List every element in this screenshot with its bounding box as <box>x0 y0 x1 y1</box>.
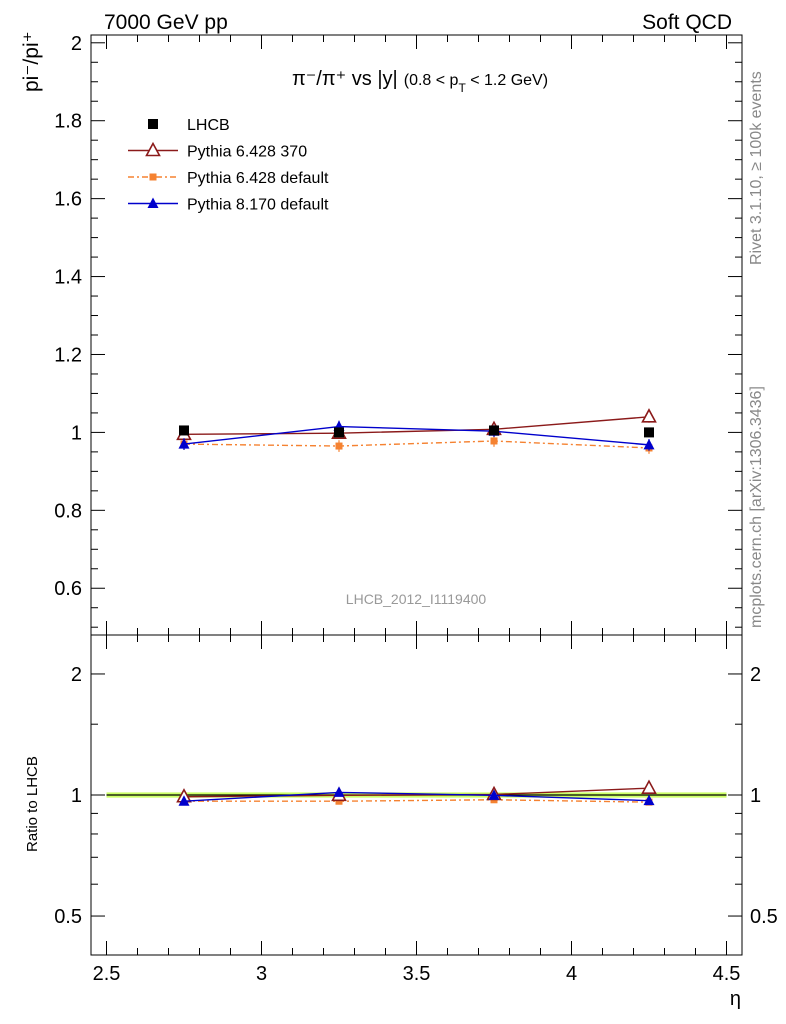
ratio-axes: 2.5 3 3.5 4 4.5 0.5 0.5 1 1 2 2 <box>54 635 778 985</box>
main-series-1 <box>176 408 657 441</box>
x-axis-label: η <box>730 988 741 1010</box>
ratio-series-line <box>183 791 650 802</box>
main-series-0 <box>179 425 654 438</box>
legend-marker <box>149 173 157 181</box>
title-main: π⁻/π⁺ vs |y| <box>292 68 398 90</box>
ratio-data-point <box>333 786 345 797</box>
ratio-series <box>176 779 657 806</box>
title-cut-end: < 1.2 GeV) <box>466 72 548 89</box>
x-tick-label: 4.5 <box>713 963 741 985</box>
ratio-series-line <box>184 799 650 803</box>
ratio-data-point <box>488 789 500 800</box>
main-y-tick-label: 1.8 <box>54 111 82 133</box>
main-data-point <box>489 425 499 436</box>
main-series-line <box>183 416 650 436</box>
main-y-tick-label: 1.6 <box>54 189 82 211</box>
main-data-point <box>335 442 343 450</box>
main-series-3 <box>178 420 655 451</box>
legend-entry: Pythia 6.428 370 <box>128 141 307 161</box>
x-tick-label: 4 <box>566 963 577 985</box>
analysis-watermark: LHCB_2012_I1119400 <box>346 591 487 607</box>
legend-entry: Pythia 6.428 default <box>128 170 329 187</box>
ratio-series-line <box>183 787 650 798</box>
ratio-data-point <box>335 797 343 805</box>
ratio-data-point <box>641 779 657 794</box>
ratio-series-2 <box>178 786 655 806</box>
x-tick-label: 3 <box>256 963 267 985</box>
legend-entry: Pythia 8.170 default <box>128 197 329 214</box>
main-y-tick-label: 0.8 <box>54 500 82 522</box>
main-axes: 0.6 0.8 1 1.2 1.4 1.6 1.8 2 <box>54 33 742 635</box>
legend-label: Pythia 6.428 370 <box>187 144 307 161</box>
x-tick-label: 2.5 <box>93 963 121 985</box>
legend-entry: LHCB <box>148 117 230 134</box>
main-y-tick-label: 1.2 <box>54 344 82 366</box>
ratio-data-point <box>643 794 655 806</box>
legend-label: Pythia 6.428 default <box>187 170 329 187</box>
main-series-line <box>183 425 650 446</box>
mcplots-label: mcplots.cern.ch [arXiv:1306.3436] <box>748 386 765 628</box>
ratio-y-tick-label: 1 <box>71 785 82 807</box>
main-series-line <box>183 440 650 449</box>
legend-label: LHCB <box>187 117 230 134</box>
main-plot-title: π⁻/π⁺ vs |y| (0.8 < pT < 1.2 GeV) <box>292 68 548 95</box>
main-y-tick-label: 0.6 <box>54 578 82 600</box>
legend-marker <box>148 119 158 129</box>
legend: LHCB Pythia 6.428 370 Pythia 6.428 default… <box>128 117 329 214</box>
main-series-2 <box>180 435 653 454</box>
ratio-y-axis-label: Ratio to LHCB <box>24 756 41 852</box>
main-series <box>176 408 657 454</box>
legend-marker <box>147 197 159 208</box>
title-cut: (0.8 < p <box>404 72 459 89</box>
ratio-y-tick-label-right: 1 <box>750 785 761 807</box>
main-data-point <box>490 437 498 445</box>
ratio-y-tick-label: 2 <box>71 664 82 686</box>
legend-label: Pythia 8.170 default <box>187 197 329 214</box>
title-cut-sub: T <box>458 81 466 95</box>
main-data-point <box>644 427 654 438</box>
main-y-tick-label: 1 <box>71 422 82 444</box>
ratio-y-tick-label-right: 0.5 <box>750 906 778 928</box>
process-label: Soft QCD <box>642 11 732 34</box>
main-data-point <box>334 427 344 438</box>
main-y-tick-label: 1.4 <box>54 267 82 289</box>
ratio-data-point <box>178 795 190 806</box>
ratio-y-tick-label: 0.5 <box>54 906 82 928</box>
main-y-tick-label: 2 <box>71 33 82 55</box>
legend-marker <box>145 141 161 157</box>
ratio-y-tick-label-right: 2 <box>750 664 761 686</box>
main-data-point <box>643 438 655 450</box>
main-data-point <box>641 408 657 423</box>
main-data-point <box>178 438 190 449</box>
main-data-point <box>179 425 189 436</box>
main-y-axis-label: pi⁻/pi⁺ <box>20 31 43 92</box>
rivet-label: Rivet 3.1.10, ≥ 100k events <box>748 71 765 265</box>
x-tick-label: 3.5 <box>403 963 431 985</box>
energy-label: 7000 GeV pp <box>104 11 228 34</box>
